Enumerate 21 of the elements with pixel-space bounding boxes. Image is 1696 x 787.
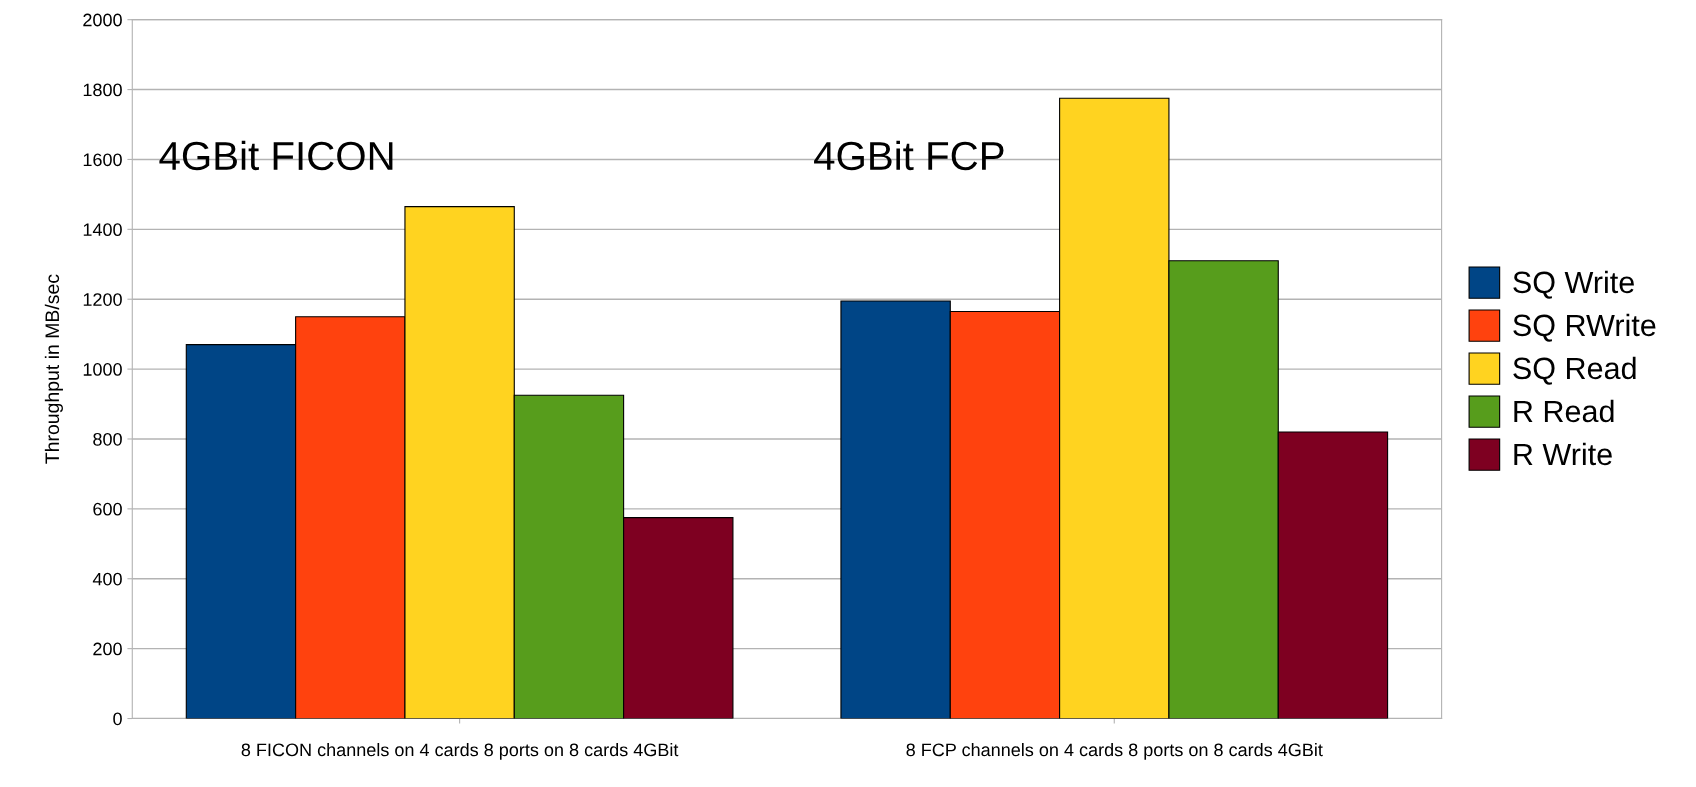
x-tick-label: 8 FCP channels on 4 cards 8 ports on 8 cards 4GBit	[906, 742, 1323, 760]
legend-label: SQ Read	[1513, 356, 1636, 385]
y-tick-label: 2000	[83, 13, 122, 27]
y-tick-label: 400	[92, 572, 122, 586]
annotation: 4GBit FCP	[814, 140, 1004, 171]
y-tick-label: 1600	[83, 153, 122, 167]
y-tick-label: 1800	[83, 83, 122, 97]
x-tick-label: 8 FICON channels on 4 cards 8 ports on 8 cards 4GBit	[241, 742, 679, 760]
y-tick-label: 200	[93, 642, 122, 656]
legend-label: SQ RWrite	[1513, 313, 1656, 342]
legend-label: SQ Write	[1513, 270, 1634, 299]
annotation: 4GBit FICON	[159, 140, 393, 171]
legend-label: R Write	[1514, 442, 1612, 466]
legend-label: R Read	[1514, 399, 1614, 423]
y-tick-label: 800	[93, 432, 122, 446]
y-tick-label: 1400	[83, 223, 122, 237]
y-tick-label: 600	[93, 502, 122, 516]
y-tick-label: 1200	[83, 293, 122, 306]
y-axis-title: Throughput in MB/sec	[44, 274, 63, 464]
y-tick-label: 0	[113, 712, 122, 726]
y-tick-label: 1000	[83, 363, 122, 376]
